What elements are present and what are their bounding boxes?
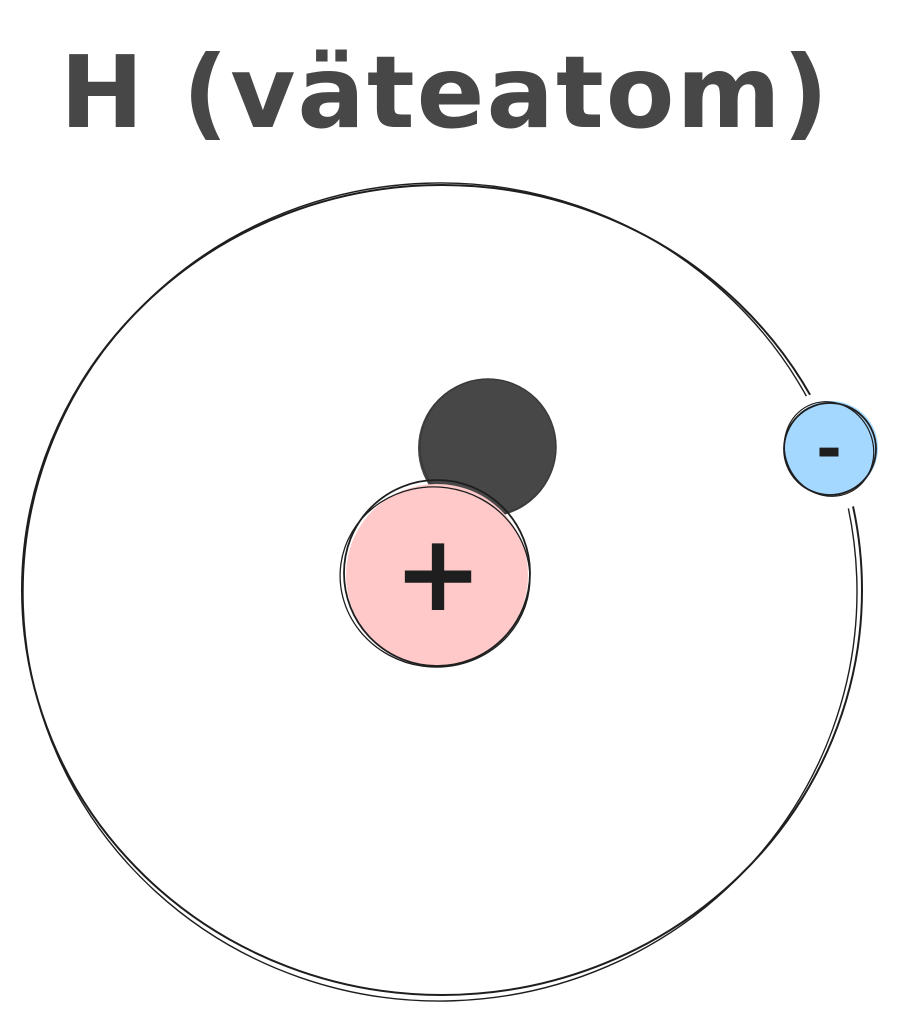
electron-charge-sign: -	[816, 412, 842, 485]
proton: +	[339, 479, 531, 668]
diagram-title: H (väteatom)	[60, 34, 831, 151]
electron: -	[768, 392, 888, 512]
proton-charge-sign: +	[394, 512, 483, 635]
electron-orbit	[21, 182, 863, 1002]
